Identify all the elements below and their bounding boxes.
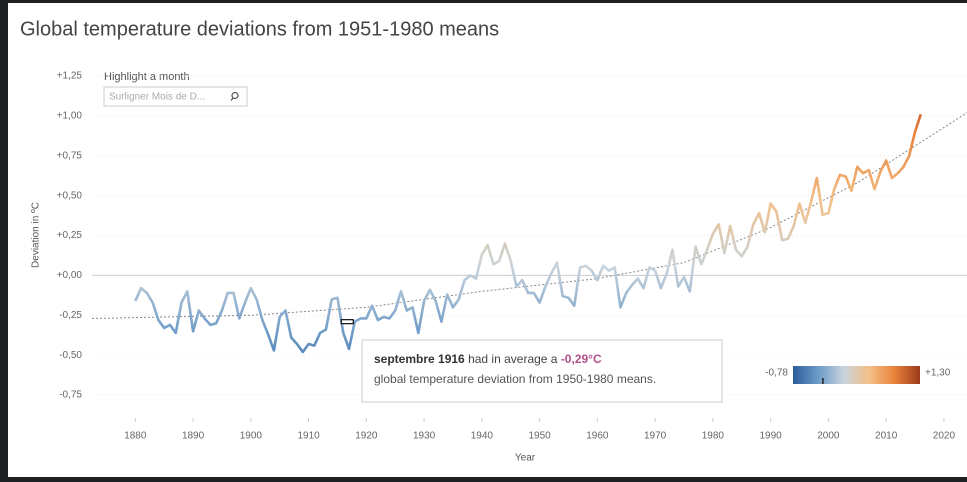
y-tick-label: -0,25 — [59, 310, 82, 321]
x-tick-label: 1890 — [182, 431, 205, 442]
x-tick-label: 1940 — [471, 431, 494, 442]
chart-title: Global temperature deviations from 1951-… — [20, 18, 499, 40]
x-tick-label: 1960 — [586, 431, 609, 442]
x-tick-label: 1980 — [702, 431, 725, 442]
search-placeholder: Surligner Mois de D... — [109, 92, 205, 103]
y-tick-label: +0,50 — [57, 190, 83, 201]
x-tick-label: 1910 — [297, 431, 320, 442]
x-axis-title: Year — [515, 453, 536, 464]
tooltip-month: septembre 1916 — [374, 352, 465, 366]
filter-label: Highlight a month — [104, 71, 190, 83]
x-tick-label: 1930 — [413, 431, 436, 442]
color-legend-max: +1,30 — [925, 368, 951, 379]
color-legend-bar — [793, 366, 920, 384]
x-tick-label: 1970 — [644, 431, 667, 442]
temperature-line — [134, 113, 923, 354]
y-tick-label: +1,00 — [57, 110, 83, 121]
tooltip-text: had in average a — [465, 352, 561, 366]
y-tick-label: +0,25 — [57, 230, 83, 241]
search-box[interactable] — [103, 86, 248, 107]
x-tick-label: 1950 — [528, 431, 551, 442]
x-tick-label: 1920 — [355, 431, 378, 442]
x-tick-label: 1880 — [124, 431, 147, 442]
x-tick-label: 2010 — [875, 431, 898, 442]
highlight-marker — [340, 319, 354, 325]
y-tick-label: -0,75 — [59, 390, 82, 401]
tooltip-box — [361, 339, 723, 403]
y-tick-label: +1,25 — [57, 71, 83, 82]
x-tick-label: 2020 — [933, 431, 956, 442]
y-tick-label: +0,75 — [57, 150, 83, 161]
y-tick-label: +0,00 — [57, 270, 83, 281]
y-tick-label: -0,50 — [59, 350, 82, 361]
tooltip-value: -0,29°C — [561, 352, 602, 366]
y-axis-title: Deviation in ºC — [31, 202, 42, 268]
x-tick-label: 2000 — [817, 431, 840, 442]
search-icon-handle — [230, 97, 234, 101]
search-icon — [231, 91, 239, 100]
trend-line — [91, 112, 967, 319]
x-tick-label: 1990 — [760, 431, 783, 442]
color-legend-min: -0,78 — [765, 368, 788, 379]
tooltip-line-2: global temperature deviation from 1950-1… — [374, 372, 656, 386]
tooltip-line-1: septembre 1916 had in average a -0,29°C — [374, 352, 602, 366]
x-tick-label: 1900 — [240, 431, 263, 442]
